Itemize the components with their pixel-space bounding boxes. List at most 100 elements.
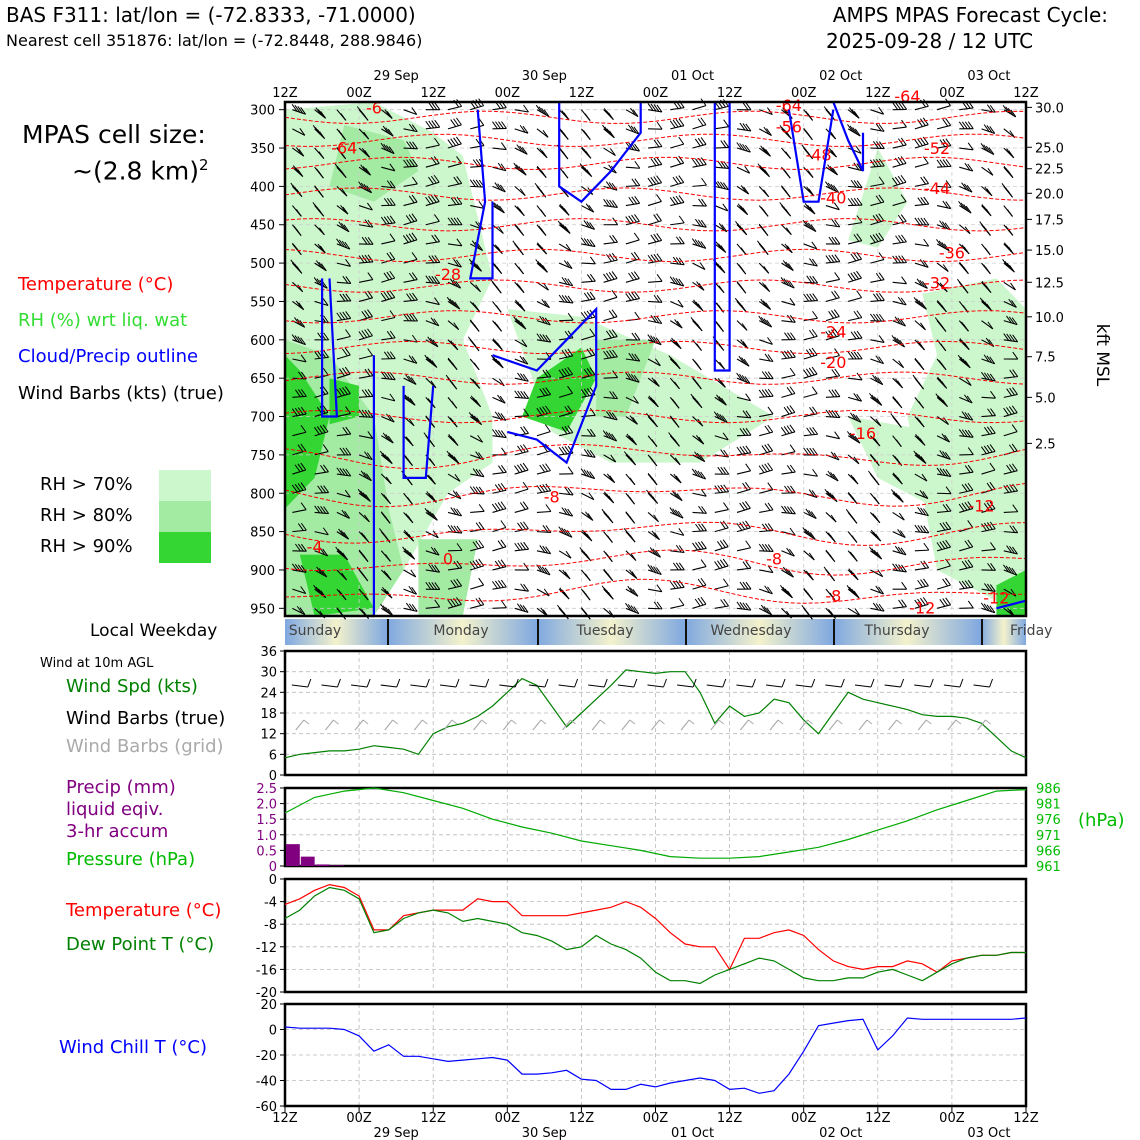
wind-barb-flag <box>518 166 525 174</box>
wind-barb <box>291 224 302 237</box>
wind-barb-flag <box>827 182 834 191</box>
wind-barb <box>781 185 791 198</box>
wind-barb-shaft <box>914 262 929 268</box>
wind-barb-flag <box>723 466 730 475</box>
wind-barb-shaft <box>647 239 662 245</box>
wind-barb-flag <box>803 447 810 456</box>
wind-barb <box>514 562 530 571</box>
wind-barb-flag <box>898 599 904 608</box>
wind-barb <box>648 121 663 130</box>
wind-barb <box>424 507 438 521</box>
wind-barb-flag <box>403 313 409 322</box>
wind-barb-flag <box>846 584 853 593</box>
wind-barb <box>714 319 724 332</box>
wind-barb-flag <box>300 586 307 594</box>
wind-barb <box>981 166 994 176</box>
wind-barb-grid-flag <box>540 719 547 725</box>
wind-barb-true <box>736 684 753 688</box>
wind-barb-flag <box>898 360 905 368</box>
wind-barb-shaft <box>692 511 707 514</box>
wind-barb-flag <box>472 560 479 568</box>
wind-barb-flag <box>475 559 482 568</box>
wind-barb-flag <box>499 205 505 214</box>
wind-barb-shaft <box>292 147 305 157</box>
wind-barb-shaft <box>936 105 951 111</box>
cell-size-label: MPAS cell size: <box>22 120 206 149</box>
wind-barb-flag <box>584 531 591 540</box>
wind-barb <box>647 530 660 541</box>
wind-barb-flag <box>674 319 681 327</box>
wind-barb-flag <box>851 109 858 117</box>
wind-barb-flag <box>386 145 392 153</box>
wind-barb-flag <box>567 295 574 304</box>
wind-barb-shaft <box>558 569 571 580</box>
wind-barb-flag <box>1003 165 1010 174</box>
wind-barbs <box>290 98 1019 620</box>
wind-barb-flag <box>923 542 930 551</box>
wind-barb-flag <box>343 531 350 540</box>
wind-barb-flag <box>408 418 415 427</box>
wind-barb <box>958 200 972 214</box>
wind-barb-flag <box>789 367 796 376</box>
wind-barb-flag <box>299 320 306 328</box>
rh-key-label: RH > 70% <box>40 474 133 495</box>
wind-barb-flag <box>923 560 930 569</box>
wind-barb-flag <box>669 197 676 205</box>
wind-barb-flag <box>745 393 752 401</box>
wind-barb-flag <box>900 318 906 327</box>
wind-barb-flag <box>295 300 302 309</box>
wind-barb <box>914 416 925 428</box>
wind-barb <box>646 489 659 504</box>
wind-barb <box>825 531 836 543</box>
wind-barb-flag <box>386 252 393 261</box>
wind-barb-flag <box>383 291 390 300</box>
wind-barb-shaft <box>536 431 551 437</box>
wind-barb-shaft <box>470 565 484 571</box>
wind-barb-flag <box>811 329 818 337</box>
wind-barb-flag <box>583 449 590 457</box>
wind-barb-flag <box>367 431 374 439</box>
wind-barb-flag <box>808 552 815 561</box>
wind-barb-shaft <box>314 471 329 475</box>
wind-barb-flag <box>920 507 926 516</box>
wind-barb-flag <box>322 367 329 376</box>
wind-barb-shaft <box>381 147 395 155</box>
wind-barb-flag <box>364 409 371 418</box>
wind-barb-flag <box>895 439 902 447</box>
wind-barb <box>403 141 418 150</box>
wind-barb-shaft <box>447 143 462 149</box>
wind-barb-flag <box>856 290 863 298</box>
wind-barb-flag <box>589 273 596 282</box>
wind-barb-flag <box>456 560 463 569</box>
wind-barb-flag <box>317 109 324 117</box>
wind-barb <box>647 472 658 486</box>
wind-barb <box>869 512 881 524</box>
wind-barb-flag <box>429 358 435 366</box>
wind-barb-flag <box>387 608 394 617</box>
wind-barb <box>534 182 547 198</box>
wind-barb-flag <box>678 118 685 126</box>
wind-barb-flag <box>360 164 367 173</box>
wind-barb-flag <box>404 548 411 556</box>
wind-barb-shaft <box>292 569 307 573</box>
wind-barb-shaft <box>603 277 618 283</box>
wind-barb-flag <box>923 578 929 587</box>
wind-barb <box>714 558 729 571</box>
wind-barb <box>692 505 707 514</box>
wind-barb <box>381 125 394 137</box>
wind-barb-flag <box>717 180 723 189</box>
wind-barb-flag <box>500 413 507 421</box>
wind-barb-flag <box>722 578 729 587</box>
wind-barb-flag <box>405 215 412 223</box>
wind-barb <box>736 410 752 419</box>
wind-barb-shaft <box>403 220 418 226</box>
wind-barb-flag <box>656 601 663 610</box>
wind-barb-flag <box>434 276 441 284</box>
wind-barb-flag <box>334 163 341 172</box>
wind-barb <box>380 603 394 617</box>
wind-barb-shaft <box>625 185 640 187</box>
windchill-panel-tick-label: -20 <box>256 1049 277 1064</box>
wind-barb <box>536 242 547 255</box>
wind-barb-flag <box>434 255 441 263</box>
wind-barb <box>380 550 391 562</box>
